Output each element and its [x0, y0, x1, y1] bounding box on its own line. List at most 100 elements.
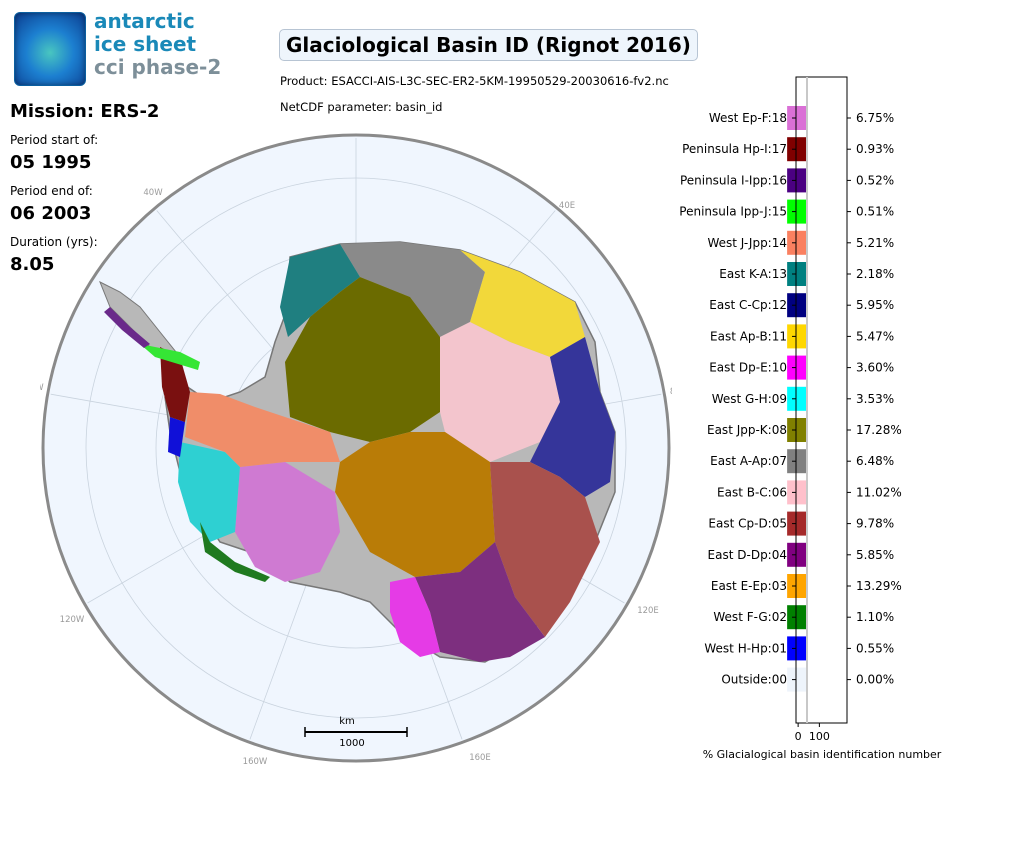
chart-value-label: 3.60%: [856, 361, 894, 375]
chart-bar: [787, 418, 808, 442]
period-start-label: Period start of:: [10, 133, 99, 147]
logo-line-2: ice sheet: [94, 32, 197, 56]
lon-label-40e: 40E: [559, 201, 575, 211]
chart-value-label: 6.75%: [856, 111, 894, 125]
antarctica-logo-icon: [14, 12, 86, 86]
chart-bar: [787, 480, 808, 505]
chart-bar: [787, 262, 808, 286]
logo-line-3: cci phase-2: [94, 55, 222, 79]
basin-09: [178, 442, 240, 542]
chart-category-label: East K-A:13: [719, 267, 787, 281]
chart-category-label: West Ep-F:18: [709, 111, 787, 125]
chart-category-label: East A-Ap:07: [710, 454, 787, 468]
basin-08: [285, 277, 440, 442]
basin-01: [168, 417, 185, 457]
chart-bar: [787, 168, 808, 193]
longitude-labels: 0E 40E 80E 120E 160E 160W 120W 80W 40W: [40, 132, 672, 764]
chart-bars: [787, 106, 808, 692]
chart-category-labels: West Ep-F:18 Peninsula Hp-I:17 Peninsula I…: [680, 111, 796, 687]
basin-06: [440, 322, 560, 462]
chart-bar: [787, 199, 808, 224]
antarctica-basin-map: 0E 40E 80E 120E 160E 160W 120W 80W 40W k…: [40, 132, 672, 764]
chart-bar: [787, 230, 808, 255]
chart-value-label: 5.21%: [856, 236, 894, 250]
basins: [104, 242, 615, 662]
chart-value-label: 9.78%: [856, 517, 894, 531]
chart-value-label: 0.52%: [856, 173, 894, 187]
chart-category-label: Peninsula Hp-I:17: [682, 142, 787, 156]
chart-value-label: 3.53%: [856, 392, 894, 406]
chart-category-label: East Jpp-K:08: [707, 423, 787, 437]
chart-value-label: 5.47%: [856, 329, 894, 343]
scale-bar-unit: km: [339, 716, 355, 727]
lon-label-160w: 160W: [243, 757, 268, 764]
chart-category-label: West H-Hp:01: [704, 641, 787, 655]
duration-label: Duration (yrs):: [10, 235, 98, 249]
basin-17: [160, 347, 190, 422]
chart-x-tick-label: 100: [809, 730, 830, 743]
chart-bar: [787, 137, 808, 162]
duration-value: 8.05: [10, 254, 55, 275]
chart-category-label: East C-Cp:12: [709, 298, 787, 312]
chart-bar: [787, 636, 808, 661]
chart-bar: [787, 511, 808, 536]
chart-value-label: 0.00%: [856, 673, 894, 687]
chart-value-label: 13.29%: [856, 579, 902, 593]
netcdf-parameter: NetCDF parameter: basin_id: [280, 100, 443, 114]
basin-15: [140, 344, 200, 370]
chart-bar: [787, 667, 808, 692]
chart-bar: [787, 386, 808, 411]
chart-bar: [787, 605, 808, 630]
chart-category-label: Peninsula Ipp-J:15: [680, 205, 787, 219]
chart-value-label: 17.28%: [856, 423, 902, 437]
basin-02: [200, 522, 270, 582]
basin-12: [530, 337, 615, 497]
chart-value-label: 0.93%: [856, 142, 894, 156]
chart-value-label: 1.10%: [856, 610, 894, 624]
chart-x-axis-label: % Glacialogical basin identification num…: [703, 748, 942, 761]
chart-category-label: East B-C:06: [717, 485, 787, 499]
chart-category-label: Peninsula I-Ipp:16: [680, 173, 787, 187]
chart-value-label: 5.85%: [856, 548, 894, 562]
basin-16: [104, 307, 150, 348]
logo-text: antarctic ice sheet cci phase-2: [94, 10, 221, 79]
chart-bar: [787, 293, 808, 318]
page-title: Glaciological Basin ID (Rignot 2016): [279, 29, 698, 61]
chart-value-label: 11.02%: [856, 485, 902, 499]
lon-label-80e: 80E: [670, 387, 672, 397]
chart-plot-frame: [795, 76, 848, 724]
chart-bar: [787, 574, 808, 598]
scale-bar-value: 1000: [339, 738, 364, 749]
basin-14: [185, 392, 340, 467]
product-filename: Product: ESACCI-AIS-L3C-SEC-ER2-5KM-1995…: [280, 74, 669, 88]
lon-label-80w: 80W: [40, 383, 44, 393]
chart-x-tick-label: 0: [795, 730, 802, 743]
basin-03: [335, 432, 495, 577]
chart-category-label: East Dp-E:10: [709, 361, 787, 375]
chart-category-label: East Ap-B:11: [710, 329, 787, 343]
basin-18: [235, 462, 340, 582]
period-start-value: 05 1995: [10, 152, 92, 173]
chart-value-label: 2.18%: [856, 267, 894, 281]
lon-label-0e: 0E: [357, 132, 368, 135]
chart-x-ticks: 0 100: [795, 723, 830, 743]
basin-percentage-chart: West Ep-F:18 Peninsula Hp-I:17 Peninsula I…: [680, 76, 942, 761]
period-end-value: 06 2003: [10, 203, 92, 224]
chart-value-labels: 6.75% 0.93% 0.52% 0.51% 5.21% 2.18% 5.95% 5.47%…: [847, 111, 902, 687]
chart-category-label: West J-Jpp:14: [707, 236, 787, 250]
chart-bar: [787, 449, 808, 474]
basin-04: [415, 542, 545, 662]
lon-label-160e: 160E: [469, 753, 491, 763]
scale-bar: km 1000: [304, 716, 408, 749]
cci-logo: antarctic ice sheet cci phase-2: [14, 10, 221, 86]
lon-label-40w: 40W: [143, 188, 163, 198]
period-end-label: Period end of:: [10, 184, 93, 198]
chart-category-label: East D-Dp:04: [708, 548, 787, 562]
chart-bar: [787, 355, 808, 380]
basin-07: [340, 242, 485, 337]
basin-11: [460, 250, 585, 357]
chart-category-label: West G-H:09: [712, 392, 787, 406]
chart-value-label: 0.51%: [856, 205, 894, 219]
chart-category-label: West F-G:02: [713, 610, 787, 624]
mission-label: Mission: ERS-2: [10, 101, 160, 122]
